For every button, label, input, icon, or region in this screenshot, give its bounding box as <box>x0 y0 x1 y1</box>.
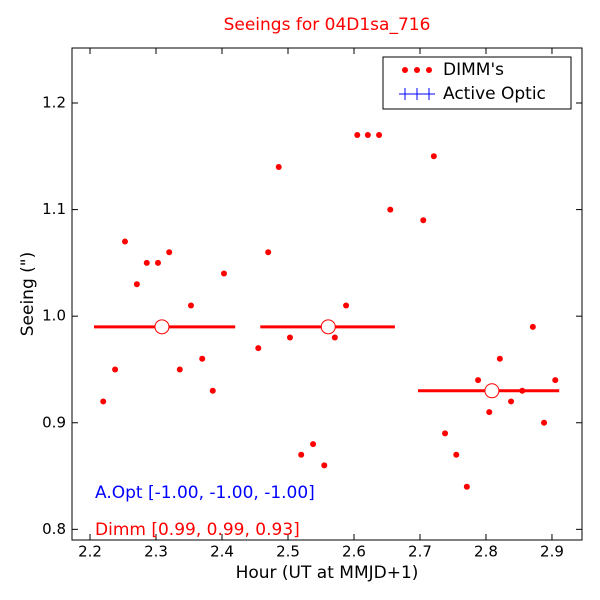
data-point <box>354 131 361 138</box>
data-point <box>321 462 328 469</box>
data-point <box>364 131 371 138</box>
data-point <box>376 131 383 138</box>
legend-label: DIMM's <box>443 60 504 80</box>
x-tick-label: 2.5 <box>276 543 300 561</box>
data-point <box>331 334 338 341</box>
data-point <box>453 451 460 458</box>
legend-marker <box>426 67 432 73</box>
median-marker <box>484 383 500 399</box>
data-point <box>541 419 548 426</box>
legend-box <box>382 56 572 110</box>
y-tick-label: 1.1 <box>42 200 66 218</box>
legend-marker <box>414 67 420 73</box>
chart-title: Seeings for 04D1sa_716 <box>224 15 431 35</box>
data-point <box>265 249 272 256</box>
data-point <box>420 217 427 224</box>
data-point <box>187 302 194 309</box>
data-point <box>100 398 107 405</box>
y-axis-label: Seeing (") <box>18 252 38 337</box>
data-point <box>255 345 262 352</box>
data-point <box>275 163 282 170</box>
data-point <box>475 377 482 384</box>
median-marker <box>154 319 170 335</box>
x-tick-label: 2.4 <box>210 543 234 561</box>
x-tick-label: 2.2 <box>78 543 102 561</box>
data-point <box>121 238 128 245</box>
data-point <box>529 323 536 330</box>
data-point <box>143 259 150 266</box>
data-point <box>199 355 206 362</box>
data-point <box>310 441 317 448</box>
x-tick-label: 2.9 <box>540 543 564 561</box>
data-point <box>552 377 559 384</box>
data-point <box>508 398 515 405</box>
x-tick-label: 2.8 <box>474 543 498 561</box>
y-tick-label: 1.2 <box>42 93 66 111</box>
data-point <box>298 451 305 458</box>
data-point <box>387 206 394 213</box>
x-tick-label: 2.6 <box>342 543 366 561</box>
data-point <box>442 430 449 437</box>
data-point <box>133 281 140 288</box>
legend-marker <box>402 67 408 73</box>
median-marker <box>320 319 336 335</box>
data-point <box>220 270 227 277</box>
x-axis-label: Hour (UT at MMJD+1) <box>236 563 419 583</box>
y-tick-label: 1.0 <box>42 307 66 325</box>
data-point <box>209 387 216 394</box>
data-point <box>286 334 293 341</box>
y-tick-label: 0.8 <box>42 520 66 538</box>
data-point <box>343 302 350 309</box>
data-point <box>154 259 161 266</box>
plot-frame <box>71 47 583 541</box>
data-point <box>112 366 119 373</box>
y-tick-label: 0.9 <box>42 413 66 431</box>
x-tick-label: 2.7 <box>408 543 432 561</box>
data-point <box>463 483 470 490</box>
x-tick-label: 2.3 <box>144 543 168 561</box>
data-point <box>486 409 493 416</box>
data-point <box>176 366 183 373</box>
data-point <box>496 355 503 362</box>
legend-label: Active Optic <box>443 84 546 104</box>
data-point <box>430 153 437 160</box>
data-point <box>166 249 173 256</box>
annotation: Dimm [0.99, 0.99, 0.93] <box>95 520 300 540</box>
annotation: A.Opt [-1.00, -1.00, -1.00] <box>95 483 315 503</box>
